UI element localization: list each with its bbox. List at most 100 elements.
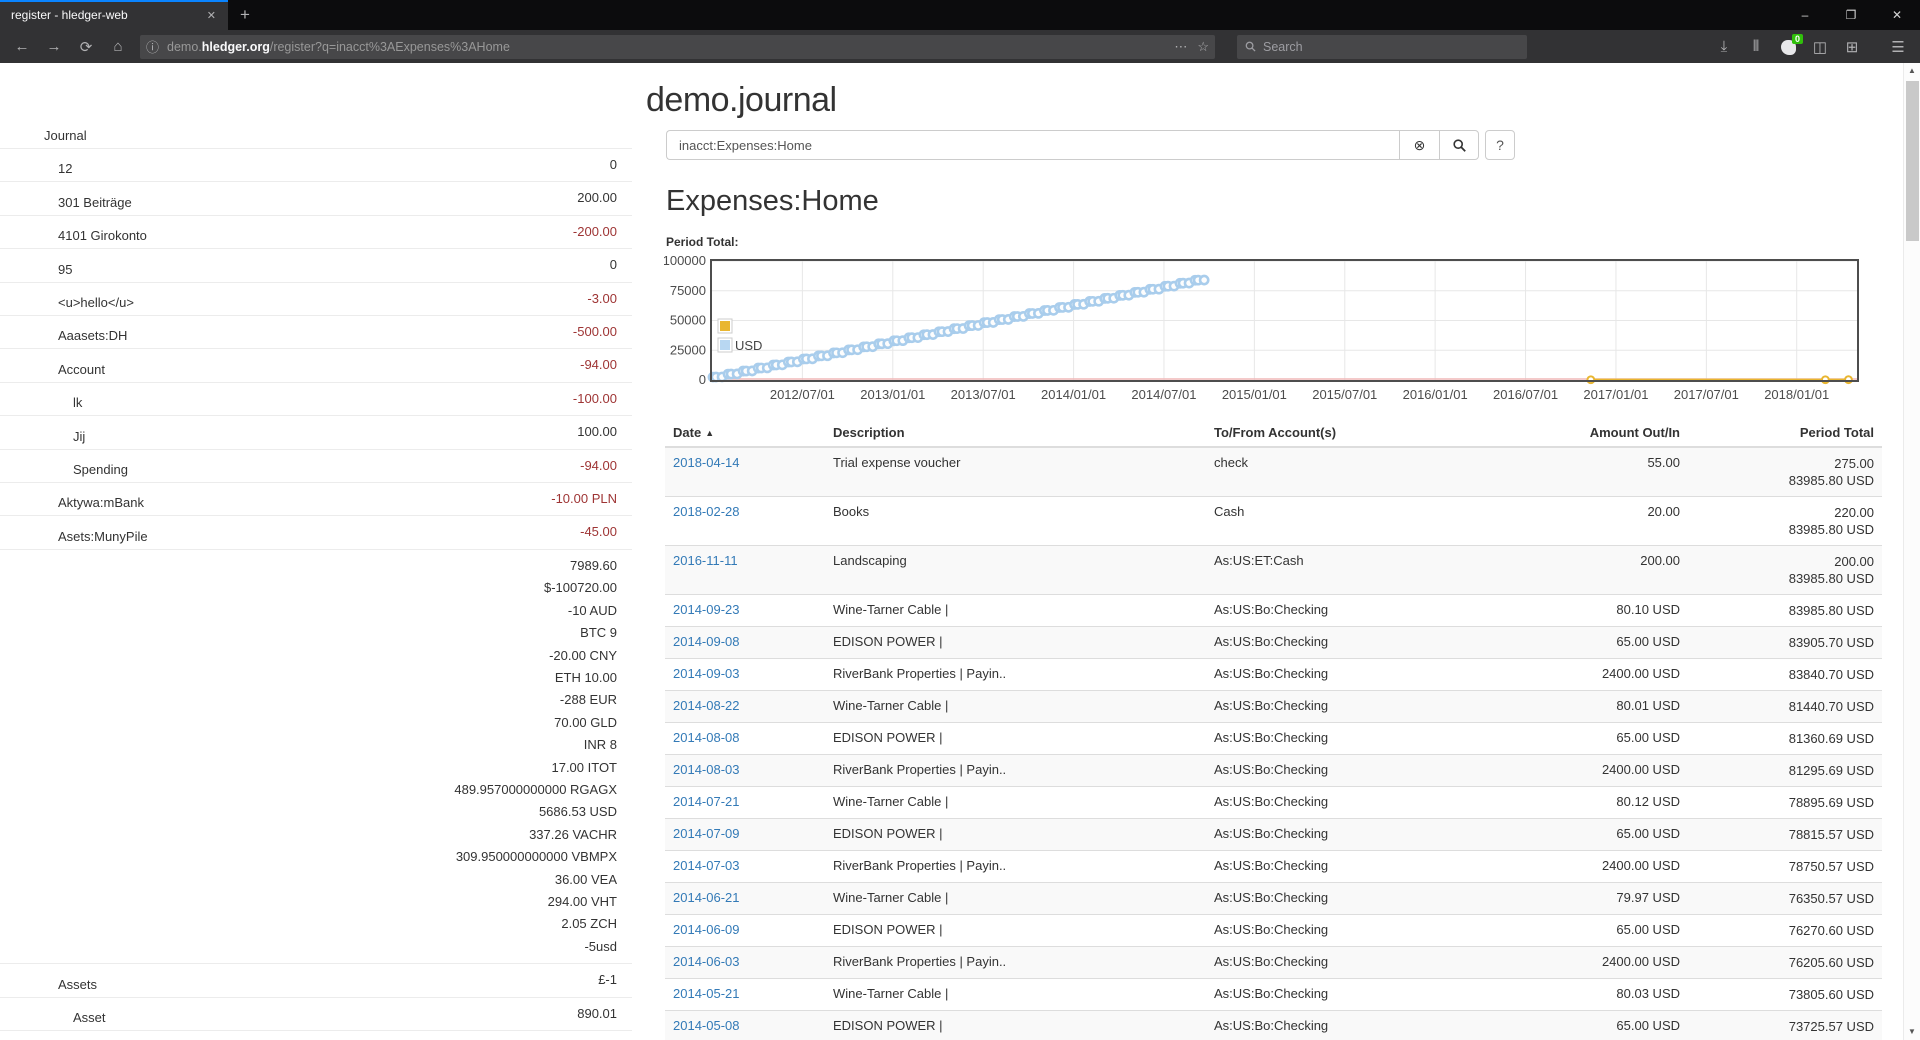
sidebar-account-link[interactable]: Jij — [73, 428, 86, 444]
library-icon[interactable]: ⫴ — [1752, 38, 1760, 55]
bookmark-star-icon[interactable]: ☆ — [1197, 38, 1209, 54]
browser-tab[interactable]: register - hledger-web ✕ — [0, 0, 228, 30]
register-row[interactable]: 2014-06-21 Wine-Tarner Cable | As:US:Bo:Ch… — [665, 882, 1882, 915]
register-date-link[interactable]: 2014-07-09 — [673, 826, 740, 841]
search-button[interactable] — [1439, 130, 1479, 160]
sidebar-account-link[interactable]: Aaasets:DH — [58, 328, 128, 344]
scroll-up-icon[interactable]: ▲ — [1908, 66, 1916, 75]
register-date-link[interactable]: 2014-09-23 — [673, 602, 740, 617]
sidebar-account-link[interactable]: Account — [58, 361, 105, 377]
register-period-total: 73725.57 USD — [1688, 1010, 1882, 1040]
help-button[interactable]: ? — [1485, 130, 1515, 160]
register-account: As:US:Bo:Checking — [1206, 658, 1488, 691]
register-period-total: 220.00 83985.80 USD — [1688, 496, 1882, 546]
menu-icon[interactable]: ☰ — [1891, 38, 1905, 56]
page-actions-icon[interactable]: ⋯ — [1174, 38, 1188, 54]
register-date-link[interactable]: 2014-06-03 — [673, 954, 740, 969]
register-row[interactable]: 2014-05-21 Wine-Tarner Cable | As:US:Bo:Ch… — [665, 978, 1882, 1011]
account-balance: 7989.60 $-100720.00 -10 AUD BTC 9 -20.00 CNY… — [286, 549, 632, 965]
register-amount: 2400.00 USD — [1488, 946, 1688, 979]
register-description: EDISON POWER | — [825, 722, 1206, 755]
register-date-link[interactable]: 2014-06-21 — [673, 890, 740, 905]
url-bar[interactable]: ⓘ demo.hledger.org/register?q=inacct%3AE… — [140, 34, 1215, 59]
register-row[interactable]: 2014-09-23 Wine-Tarner Cable | As:US:Bo:Ch… — [665, 594, 1882, 627]
close-button[interactable]: ✕ — [1891, 8, 1903, 22]
sidebar-account-link[interactable]: lk — [73, 395, 83, 411]
register-date-link[interactable]: 2018-04-14 — [673, 455, 740, 470]
tab-close-icon[interactable]: ✕ — [206, 9, 216, 22]
scrollbar-thumb[interactable] — [1905, 81, 1919, 241]
sort-ascending-icon: ▲ — [705, 428, 715, 438]
sidebar-account-link[interactable]: 95 — [58, 261, 73, 277]
register-row[interactable]: 2014-06-03 RiverBank Properties | Payin..… — [665, 946, 1882, 979]
new-tab-button[interactable]: + — [240, 5, 250, 24]
restore-button[interactable]: ❐ — [1845, 8, 1857, 22]
svg-text:2012/07/01: 2012/07/01 — [770, 387, 835, 402]
register-row[interactable]: 2014-09-03 RiverBank Properties | Payin..… — [665, 658, 1882, 691]
query-input[interactable] — [666, 130, 1399, 160]
register-row[interactable]: 2014-07-21 Wine-Tarner Cable | As:US:Bo:Ch… — [665, 786, 1882, 819]
register-row[interactable]: 2014-07-09 EDISON POWER | As:US:Bo:Checkin… — [665, 818, 1882, 851]
register-date-link[interactable]: 2014-06-09 — [673, 922, 740, 937]
column-header-date[interactable]: Date ▲ — [665, 419, 825, 448]
register-date-link[interactable]: 2014-05-21 — [673, 986, 740, 1001]
sidebar-account-link[interactable]: Aktywa:mBank — [58, 495, 144, 511]
clear-query-button[interactable]: ⊗ — [1399, 130, 1439, 160]
sidebar-account-link[interactable]: 301 Beiträge — [58, 194, 132, 210]
sidebar-account-link[interactable]: 4101 Girokonto — [58, 228, 147, 244]
reload-icon[interactable]: ⟳ — [79, 38, 93, 56]
sidebar-account-link[interactable]: Asets:MunyPile — [58, 528, 148, 544]
sidebar-journal-link[interactable]: Journal — [44, 128, 87, 143]
register-row[interactable]: 2014-08-08 EDISON POWER | As:US:Bo:Checkin… — [665, 722, 1882, 755]
browser-search-field[interactable]: Search — [1237, 34, 1527, 59]
site-info-icon[interactable]: ⓘ — [146, 40, 160, 55]
minimize-button[interactable]: – — [1801, 8, 1809, 22]
register-row[interactable]: 2018-04-14 Trial expense voucher check 55.0… — [665, 446, 1882, 497]
register-amount: 80.12 USD — [1488, 786, 1688, 819]
register-amount: 2400.00 USD — [1488, 658, 1688, 691]
sidebar-account-link[interactable]: <u>hello</u> — [58, 295, 134, 311]
register-row[interactable]: 2014-09-08 EDISON POWER | As:US:Bo:Checkin… — [665, 626, 1882, 659]
sidebar-toggle-icon[interactable]: ◫ — [1812, 38, 1828, 56]
register-date-link[interactable]: 2016-11-11 — [673, 553, 738, 568]
extension-icon[interactable]: 0 — [1772, 34, 1804, 55]
register-date-link[interactable]: 2014-08-22 — [673, 698, 740, 713]
home-icon[interactable]: ⌂ — [113, 38, 123, 55]
register-date-link[interactable]: 2014-07-03 — [673, 858, 740, 873]
register-date-link[interactable]: 2014-08-08 — [673, 730, 740, 745]
register-account: As:US:Bo:Checking — [1206, 1010, 1488, 1040]
register-row[interactable]: 2018-02-28 Books Cash 20.00 220.00 83985.80 U… — [665, 496, 1882, 546]
register-date-link[interactable]: 2014-05-08 — [673, 1018, 740, 1033]
register-date-link[interactable]: 2014-08-03 — [673, 762, 740, 777]
register-row[interactable]: 2014-07-03 RiverBank Properties | Payin..… — [665, 850, 1882, 883]
period-total-chart[interactable]: 2012/07/01 2013/01/01 2013/07/01 2014/01/01… — [664, 253, 1874, 411]
register-date-link[interactable]: 2018-02-28 — [673, 504, 740, 519]
extensions-grid-icon[interactable]: ⊞ — [1845, 38, 1859, 56]
sidebar-account-link[interactable]: Spending — [73, 462, 128, 478]
register-date-link[interactable]: 2014-09-03 — [673, 666, 740, 681]
window-controls: – ❐ ✕ — [1782, 0, 1920, 30]
register-table: Date ▲ Description To/From Account(s) Amount… — [665, 419, 1882, 1040]
register-account: As:US:Bo:Checking — [1206, 882, 1488, 915]
scroll-down-icon[interactable]: ▼ — [1908, 1027, 1916, 1036]
register-description: Books — [825, 496, 1206, 546]
sidebar-account-row: <u>hello</u> -3.00 — [0, 282, 632, 317]
register-amount: 80.01 USD — [1488, 690, 1688, 723]
download-icon[interactable]: ⤓ — [1720, 38, 1728, 55]
register-description: EDISON POWER | — [825, 818, 1206, 851]
svg-text:2014/01/01: 2014/01/01 — [1041, 387, 1106, 402]
register-date-link[interactable]: 2014-09-08 — [673, 634, 740, 649]
vertical-scrollbar[interactable]: ▲ ▼ — [1903, 63, 1920, 1040]
account-balance: -94.00 — [286, 449, 632, 484]
register-row[interactable]: 2014-06-09 EDISON POWER | As:US:Bo:Checkin… — [665, 914, 1882, 947]
register-date-link[interactable]: 2014-07-21 — [673, 794, 740, 809]
sidebar-account-link[interactable]: Asset — [73, 1010, 106, 1025]
back-icon[interactable]: ← — [14, 38, 30, 55]
sidebar-account-link[interactable]: Assets — [58, 976, 98, 992]
sidebar-account-link[interactable]: 12 — [58, 161, 73, 177]
register-row[interactable]: 2014-08-03 RiverBank Properties | Payin..… — [665, 754, 1882, 787]
register-row[interactable]: 2016-11-11 Landscaping As:US:ET:Cash 200.00… — [665, 545, 1882, 595]
register-row[interactable]: 2014-08-22 Wine-Tarner Cable | As:US:Bo:Ch… — [665, 690, 1882, 723]
forward-icon[interactable]: → — [46, 38, 62, 55]
register-row[interactable]: 2014-05-08 EDISON POWER | As:US:Bo:Checkin… — [665, 1010, 1882, 1040]
